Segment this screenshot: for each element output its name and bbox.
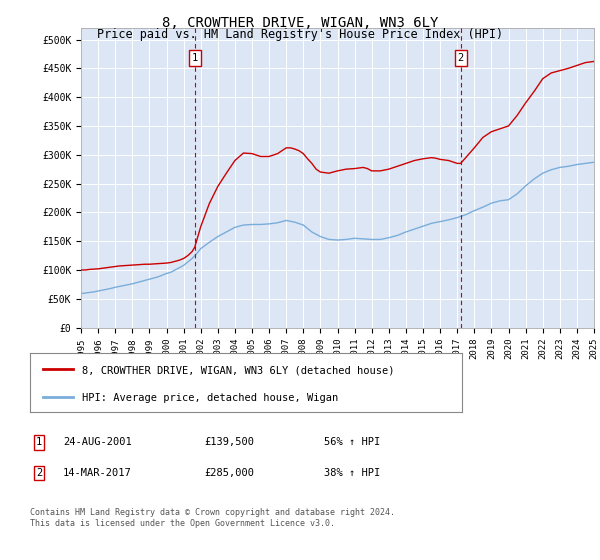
Text: 8, CROWTHER DRIVE, WIGAN, WN3 6LY (detached house): 8, CROWTHER DRIVE, WIGAN, WN3 6LY (detac… bbox=[82, 366, 394, 375]
Text: £139,500: £139,500 bbox=[204, 437, 254, 447]
Text: 1: 1 bbox=[36, 437, 42, 447]
Text: 24-AUG-2001: 24-AUG-2001 bbox=[63, 437, 132, 447]
Text: Price paid vs. HM Land Registry's House Price Index (HPI): Price paid vs. HM Land Registry's House … bbox=[97, 28, 503, 41]
Text: 56% ↑ HPI: 56% ↑ HPI bbox=[324, 437, 380, 447]
Text: 8, CROWTHER DRIVE, WIGAN, WN3 6LY: 8, CROWTHER DRIVE, WIGAN, WN3 6LY bbox=[162, 16, 438, 30]
Text: 1: 1 bbox=[191, 53, 198, 63]
Text: 14-MAR-2017: 14-MAR-2017 bbox=[63, 468, 132, 478]
Text: Contains HM Land Registry data © Crown copyright and database right 2024.
This d: Contains HM Land Registry data © Crown c… bbox=[30, 508, 395, 528]
Text: 2: 2 bbox=[457, 53, 464, 63]
Text: 2: 2 bbox=[36, 468, 42, 478]
Text: HPI: Average price, detached house, Wigan: HPI: Average price, detached house, Wiga… bbox=[82, 393, 338, 403]
Text: £285,000: £285,000 bbox=[204, 468, 254, 478]
Text: 38% ↑ HPI: 38% ↑ HPI bbox=[324, 468, 380, 478]
